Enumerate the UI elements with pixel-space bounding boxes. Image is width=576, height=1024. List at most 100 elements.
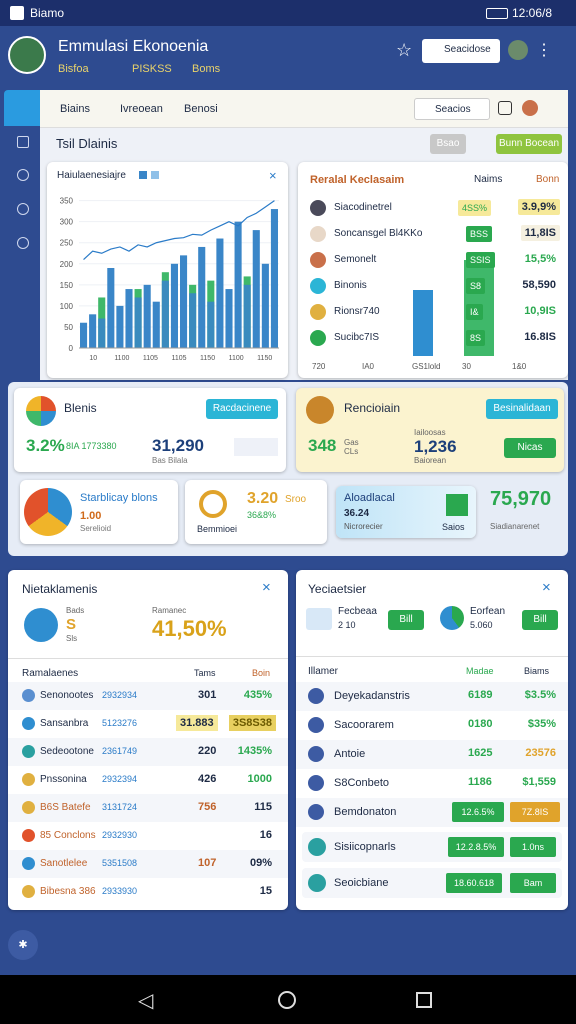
card-title: Yeciaetsier (308, 582, 367, 596)
button[interactable]: Nicas (504, 438, 556, 458)
row-value: $1,559 (522, 776, 556, 788)
nav-icon[interactable] (17, 136, 29, 148)
button[interactable]: Bill (388, 610, 424, 630)
row-icon (310, 330, 326, 346)
kpi-sub: Baiorean (414, 456, 447, 465)
button[interactable]: Besinalidaan (486, 399, 558, 419)
button[interactable]: 1.0ns (510, 837, 556, 857)
tab[interactable]: Ivreoean (120, 103, 163, 115)
button[interactable]: Bsao (430, 134, 466, 154)
toolbar-search[interactable]: Seacios (414, 98, 490, 120)
close-button[interactable]: × (262, 579, 271, 596)
row-icon (310, 200, 326, 216)
row-name: Sacoorarem (334, 719, 394, 731)
bar (134, 297, 142, 348)
row-name: Sanotlelee (40, 858, 88, 869)
menu-button[interactable]: ⋮ (536, 42, 552, 59)
button[interactable]: 12.2.8.5% (448, 837, 504, 857)
legend-icon (139, 171, 147, 179)
home-button[interactable] (278, 991, 296, 1009)
row-code: 5123276 (102, 718, 138, 728)
kpi-label: Saios (442, 522, 465, 532)
button[interactable]: 18.60.618 (446, 873, 502, 893)
kpi-title: Blenis (64, 401, 97, 415)
row-code: 2932930 (102, 830, 138, 840)
row-bg (296, 682, 568, 711)
button[interactable]: Racdacinene (206, 399, 278, 419)
item-value: 5.060 (470, 620, 493, 630)
button[interactable]: Bunn Bocean (496, 134, 562, 154)
nav-home[interactable] (4, 90, 44, 126)
row-value: 435% (243, 689, 272, 701)
tab[interactable]: Biains (60, 103, 90, 115)
back-button[interactable]: ◁ (138, 990, 154, 1012)
row-value: 31.883 (176, 715, 218, 731)
row-value: 16.8IS (524, 331, 556, 343)
row-value: 3S8S38 (228, 715, 276, 731)
row-icon (22, 801, 35, 814)
nav-icon[interactable] (17, 169, 29, 181)
kpi-sub: Bas Bilala (152, 456, 188, 465)
kpi-icon (446, 494, 468, 516)
axis-label: 30 (462, 362, 471, 371)
fab[interactable]: ✱ (8, 930, 38, 960)
clock-icon[interactable] (498, 101, 512, 115)
tag[interactable]: PISKSS (132, 63, 172, 75)
search-box[interactable]: Seacidose (422, 39, 500, 63)
kpi-value: 1,236 (414, 437, 457, 456)
row-icon (22, 689, 35, 702)
row-name: Bemdonaton (334, 806, 397, 818)
column-header: Tams (194, 668, 216, 678)
tag[interactable]: Boms (192, 63, 221, 75)
tag[interactable]: Bisfoa (58, 63, 89, 75)
tab[interactable]: Benosi (184, 103, 218, 115)
kpi-sub: Nicrorecier (344, 522, 383, 531)
button[interactable]: Bam (510, 873, 556, 893)
mini-bar (413, 290, 433, 356)
row-icon (308, 838, 326, 856)
nav-icon[interactable] (17, 237, 29, 249)
kpi-sub: 36&8% (247, 510, 277, 520)
star-button[interactable]: ☆ (396, 40, 413, 60)
y-tick-label: 0 (69, 344, 74, 353)
row-code: 2932394 (102, 774, 138, 784)
row-code: 2932934 (102, 690, 138, 700)
kpi-sub: Siadianarenet (490, 522, 540, 531)
row-value: 115 (254, 801, 272, 813)
item-name: Eorfean (470, 606, 506, 617)
legend-icon (151, 171, 159, 179)
bar (198, 246, 206, 348)
x-tick-label: 1105 (143, 355, 158, 362)
kpi-label: Bemmioei (197, 524, 238, 534)
row-value[interactable]: 12.6.5% (452, 802, 504, 822)
y-tick-label: 150 (60, 281, 74, 290)
row-icon (308, 775, 324, 791)
avatar[interactable] (8, 36, 46, 74)
column-header: Naims (474, 174, 503, 185)
axis-label: 720 (312, 362, 326, 371)
row-value: 58,590 (522, 279, 556, 291)
close-button[interactable]: × (269, 168, 277, 183)
row-icon (308, 717, 324, 733)
row-name: Sedeootone (40, 746, 94, 757)
button[interactable]: Bill (522, 610, 558, 630)
bar (225, 289, 233, 348)
kpi-card: Aloadlacal 36.24 Nicrorecier Saios (336, 486, 476, 538)
card-title: Nietaklamenis (22, 582, 98, 596)
bar (89, 314, 97, 348)
kpi-title: Aloadlacal (344, 492, 395, 504)
kpi-label: Iailoosas (414, 428, 446, 437)
close-button[interactable]: × (542, 579, 551, 596)
y-tick-label: 200 (60, 260, 74, 269)
recent-button[interactable] (416, 992, 432, 1008)
ranking-card: Reralal Keclasaim Naims Bonn Siacodinetr… (298, 162, 568, 378)
row-bg (296, 740, 568, 769)
row-value: $35% (527, 718, 556, 730)
row-value[interactable]: 7Z.8IS (510, 802, 560, 822)
nav-icon[interactable] (17, 203, 29, 215)
kpi-value: 348 (308, 436, 337, 455)
user-icon[interactable] (522, 100, 538, 116)
x-tick-label: 10 (89, 355, 97, 362)
user-icon[interactable] (508, 40, 528, 60)
